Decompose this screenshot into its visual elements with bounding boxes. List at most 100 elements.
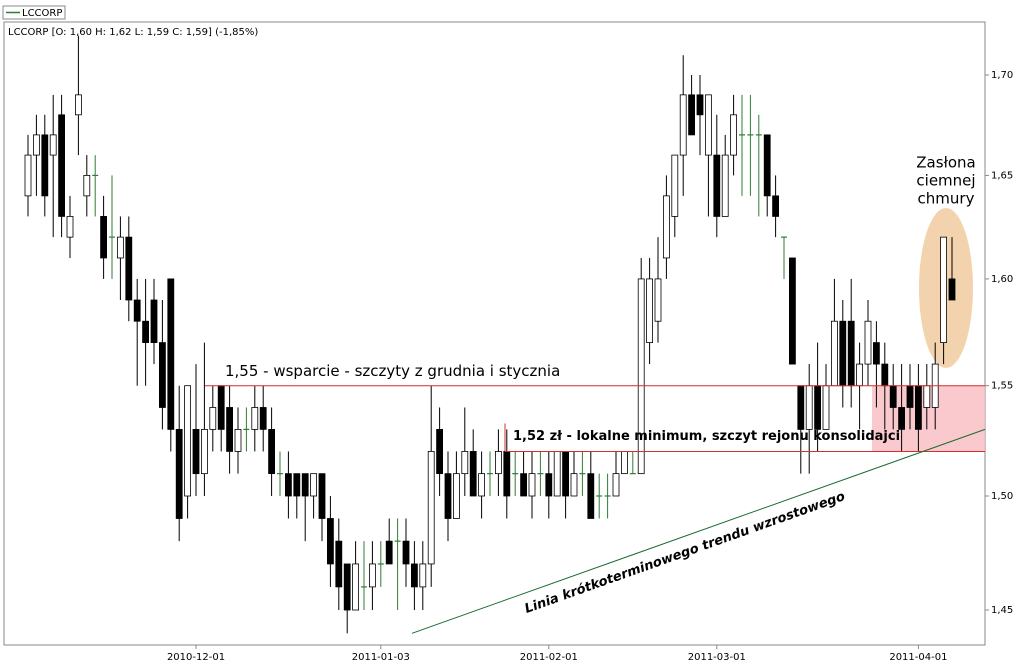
candle-body (436, 428, 444, 475)
candle-body (352, 563, 360, 611)
candle-body (268, 428, 276, 475)
candle-body (310, 473, 318, 497)
candle-body (301, 473, 309, 497)
candle-body (226, 407, 234, 452)
candle-body (663, 195, 670, 259)
candle-body (562, 451, 569, 497)
candle-body (822, 385, 830, 430)
candle-body (469, 451, 477, 497)
candle-body (797, 385, 805, 430)
candle-body (385, 540, 393, 565)
candle-body (293, 473, 301, 497)
local-min-label: 1,52 zł - lokalne minimum, szczyt rejonu… (513, 429, 900, 444)
candle-body (856, 363, 863, 387)
candle-body (175, 428, 183, 519)
candle-body (142, 320, 150, 343)
candle-body (419, 563, 427, 588)
x-tick-label: 2011-03-01 (688, 652, 746, 663)
candle-body (814, 385, 821, 430)
candle-body (158, 342, 166, 408)
candle-body (696, 94, 704, 116)
y-tick-label: 1,60 (991, 274, 1013, 285)
candle-body (167, 278, 175, 430)
candle-body (259, 407, 267, 430)
candle-body (906, 385, 914, 408)
candle-body (721, 154, 729, 217)
candle-body (805, 385, 813, 430)
candle-body (200, 428, 208, 475)
candle-body (41, 134, 49, 197)
y-tick-label: 1,70 (991, 70, 1013, 81)
candle-body (763, 134, 771, 197)
candle-body (192, 428, 200, 475)
candle-body (637, 278, 645, 475)
candle-body (923, 385, 931, 408)
candle-body (444, 473, 452, 519)
candle-body (730, 114, 737, 156)
candle-body (494, 451, 502, 475)
support-label: 1,55 - wsparcie - szczyty z grudnia i st… (225, 362, 560, 380)
candle-body (654, 278, 662, 322)
candle-body (940, 236, 947, 343)
candle-body (133, 299, 141, 322)
candle-body (587, 473, 595, 519)
x-tick-label: 2011-02-01 (520, 652, 578, 663)
candle-body (646, 278, 653, 343)
candle-body (251, 407, 259, 430)
candle-body (478, 473, 486, 497)
candle-body (49, 134, 57, 156)
candle-body (24, 154, 32, 197)
candle-body (545, 473, 553, 497)
candle-body (326, 518, 334, 565)
candle-body (75, 94, 82, 116)
y-tick-label: 1,45 (991, 605, 1013, 616)
candle-body (621, 451, 628, 475)
candle-body (234, 428, 242, 452)
candle-body (66, 216, 74, 238)
candle-body (427, 451, 435, 565)
x-tick-label: 2011-04-01 (889, 652, 947, 663)
pattern-label: ciemnej (916, 172, 975, 190)
candle-body (881, 363, 889, 387)
y-tick-label: 1,50 (991, 491, 1013, 502)
pattern-label: chmury (918, 190, 975, 208)
candle-body (889, 385, 897, 408)
candle-body (520, 473, 527, 497)
candle-body (528, 473, 536, 497)
candle-body (343, 563, 351, 611)
candle-body (217, 385, 225, 430)
candle-body (671, 154, 679, 217)
candle-body (184, 385, 192, 497)
candle-body (58, 114, 65, 217)
candle-body (100, 216, 107, 259)
candle-body (864, 320, 872, 365)
candle-body (410, 563, 418, 588)
candle-body (948, 278, 956, 301)
ohlc-info: LCCORP [O: 1,60 H: 1,62 L: 1,59 C: 1,59]… (8, 27, 258, 38)
candle-body (284, 473, 292, 497)
y-tick-label: 1,55 (991, 381, 1013, 392)
candle-body (117, 236, 124, 259)
candle-body (831, 320, 838, 387)
candle-body (503, 451, 511, 497)
candle-body (209, 407, 217, 430)
trend-line (411, 428, 986, 634)
pattern-label: Zasłona (916, 154, 975, 172)
candle-body (713, 154, 721, 217)
candle-body (847, 320, 855, 387)
candle-body (679, 94, 687, 156)
candle-body (688, 94, 695, 136)
candle-body (452, 473, 460, 519)
plot-frame (3, 21, 986, 646)
candle-body (402, 540, 410, 565)
candle-body (839, 320, 847, 387)
candle-body (898, 407, 905, 430)
candle-body (612, 473, 620, 497)
candle-body (368, 563, 376, 588)
candle-body (915, 385, 922, 430)
candle-body (705, 94, 712, 156)
candle-body (33, 134, 40, 156)
legend (2, 5, 66, 20)
y-tick-label: 1,65 (991, 170, 1013, 181)
candle-body (335, 540, 343, 588)
